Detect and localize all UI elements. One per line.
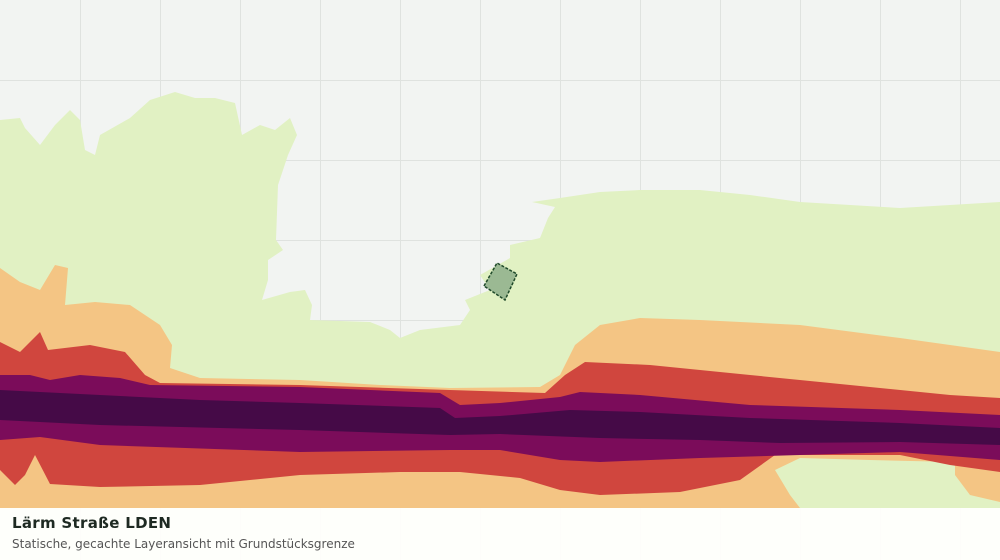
layer-subtitle: Statische, gecachte Layeransicht mit Gru… [12,537,355,551]
parcel-boundary [483,261,518,302]
layer-title: Lärm Straße LDEN [12,514,172,532]
noise-zone-dark [0,390,1000,445]
caption-panel: Lärm Straße LDEN Statische, gecachte Lay… [0,508,1000,560]
